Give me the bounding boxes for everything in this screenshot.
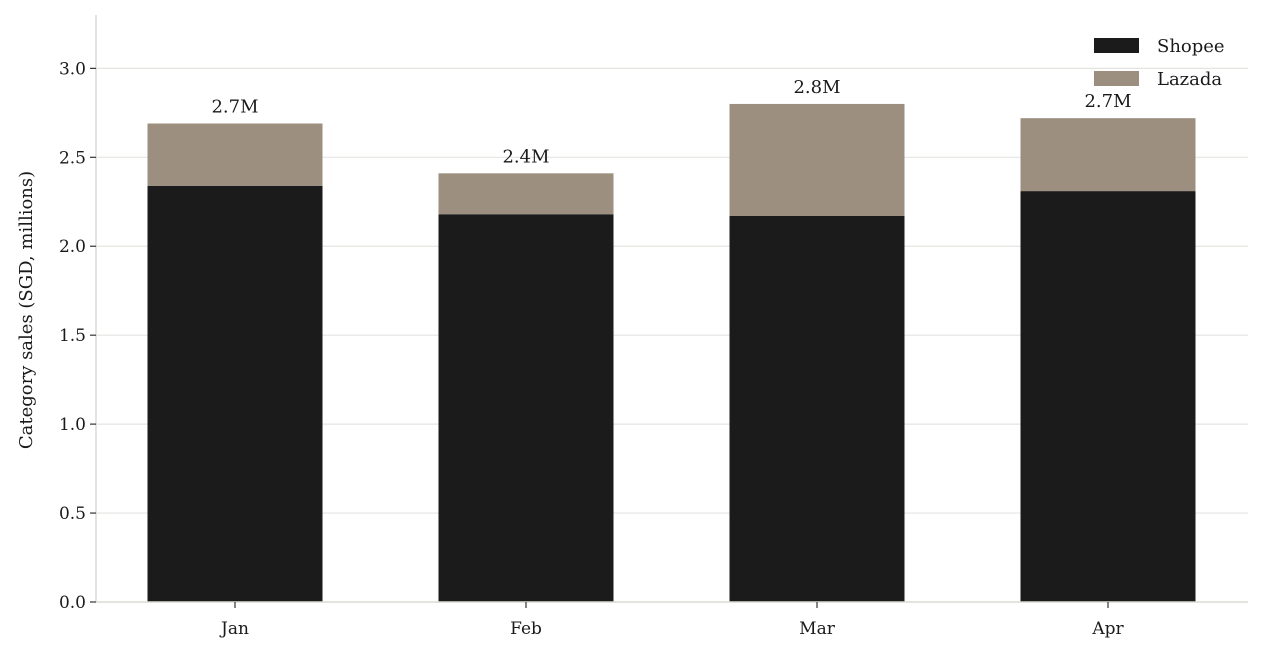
y-axis-title: Category sales (SGD, millions): [16, 171, 37, 449]
bar-shopee-apr: [1020, 191, 1196, 602]
legend-label-shopee: Shopee: [1157, 36, 1225, 57]
bar-shopee-mar: [729, 216, 905, 602]
y-tick-label: 0.5: [59, 504, 86, 524]
total-label-jan: 2.7M: [211, 97, 258, 118]
bar-lazada-mar: [729, 103, 905, 217]
x-tick-label-jan: Jan: [219, 619, 249, 639]
y-tick-label: 1.0: [59, 415, 86, 435]
y-tick-label: 0.0: [59, 593, 86, 613]
total-labels: 2.7M 2.4M 2.8M 2.7M: [211, 77, 1131, 167]
y-tick-label: 3.0: [59, 59, 86, 79]
total-label-feb: 2.4M: [502, 146, 549, 167]
legend: Shopee Lazada: [1094, 36, 1225, 90]
legend-swatch-lazada: [1094, 71, 1139, 86]
bars: [147, 103, 1196, 602]
x-tick-label-mar: Mar: [799, 619, 836, 639]
total-label-mar: 2.8M: [793, 77, 840, 98]
legend-label-lazada: Lazada: [1157, 69, 1222, 90]
x-tick-label-apr: Apr: [1091, 619, 1124, 639]
bar-shopee-jan: [147, 185, 323, 602]
legend-swatch-shopee: [1094, 38, 1139, 53]
bar-lazada-jan: [147, 123, 323, 186]
bar-lazada-apr: [1020, 118, 1196, 192]
y-tick-label: 2.0: [59, 237, 86, 257]
y-tick-label: 1.5: [59, 326, 86, 346]
bar-shopee-feb: [438, 214, 614, 602]
y-tick-label: 2.5: [59, 148, 86, 168]
axes: 0.0 0.5 1.0 1.5 2.0 2.5 3.0 Jan Feb Mar Apr: [59, 15, 1248, 639]
total-label-apr: 2.7M: [1084, 91, 1131, 112]
x-tick-label-feb: Feb: [510, 619, 542, 639]
bar-lazada-feb: [438, 173, 614, 215]
